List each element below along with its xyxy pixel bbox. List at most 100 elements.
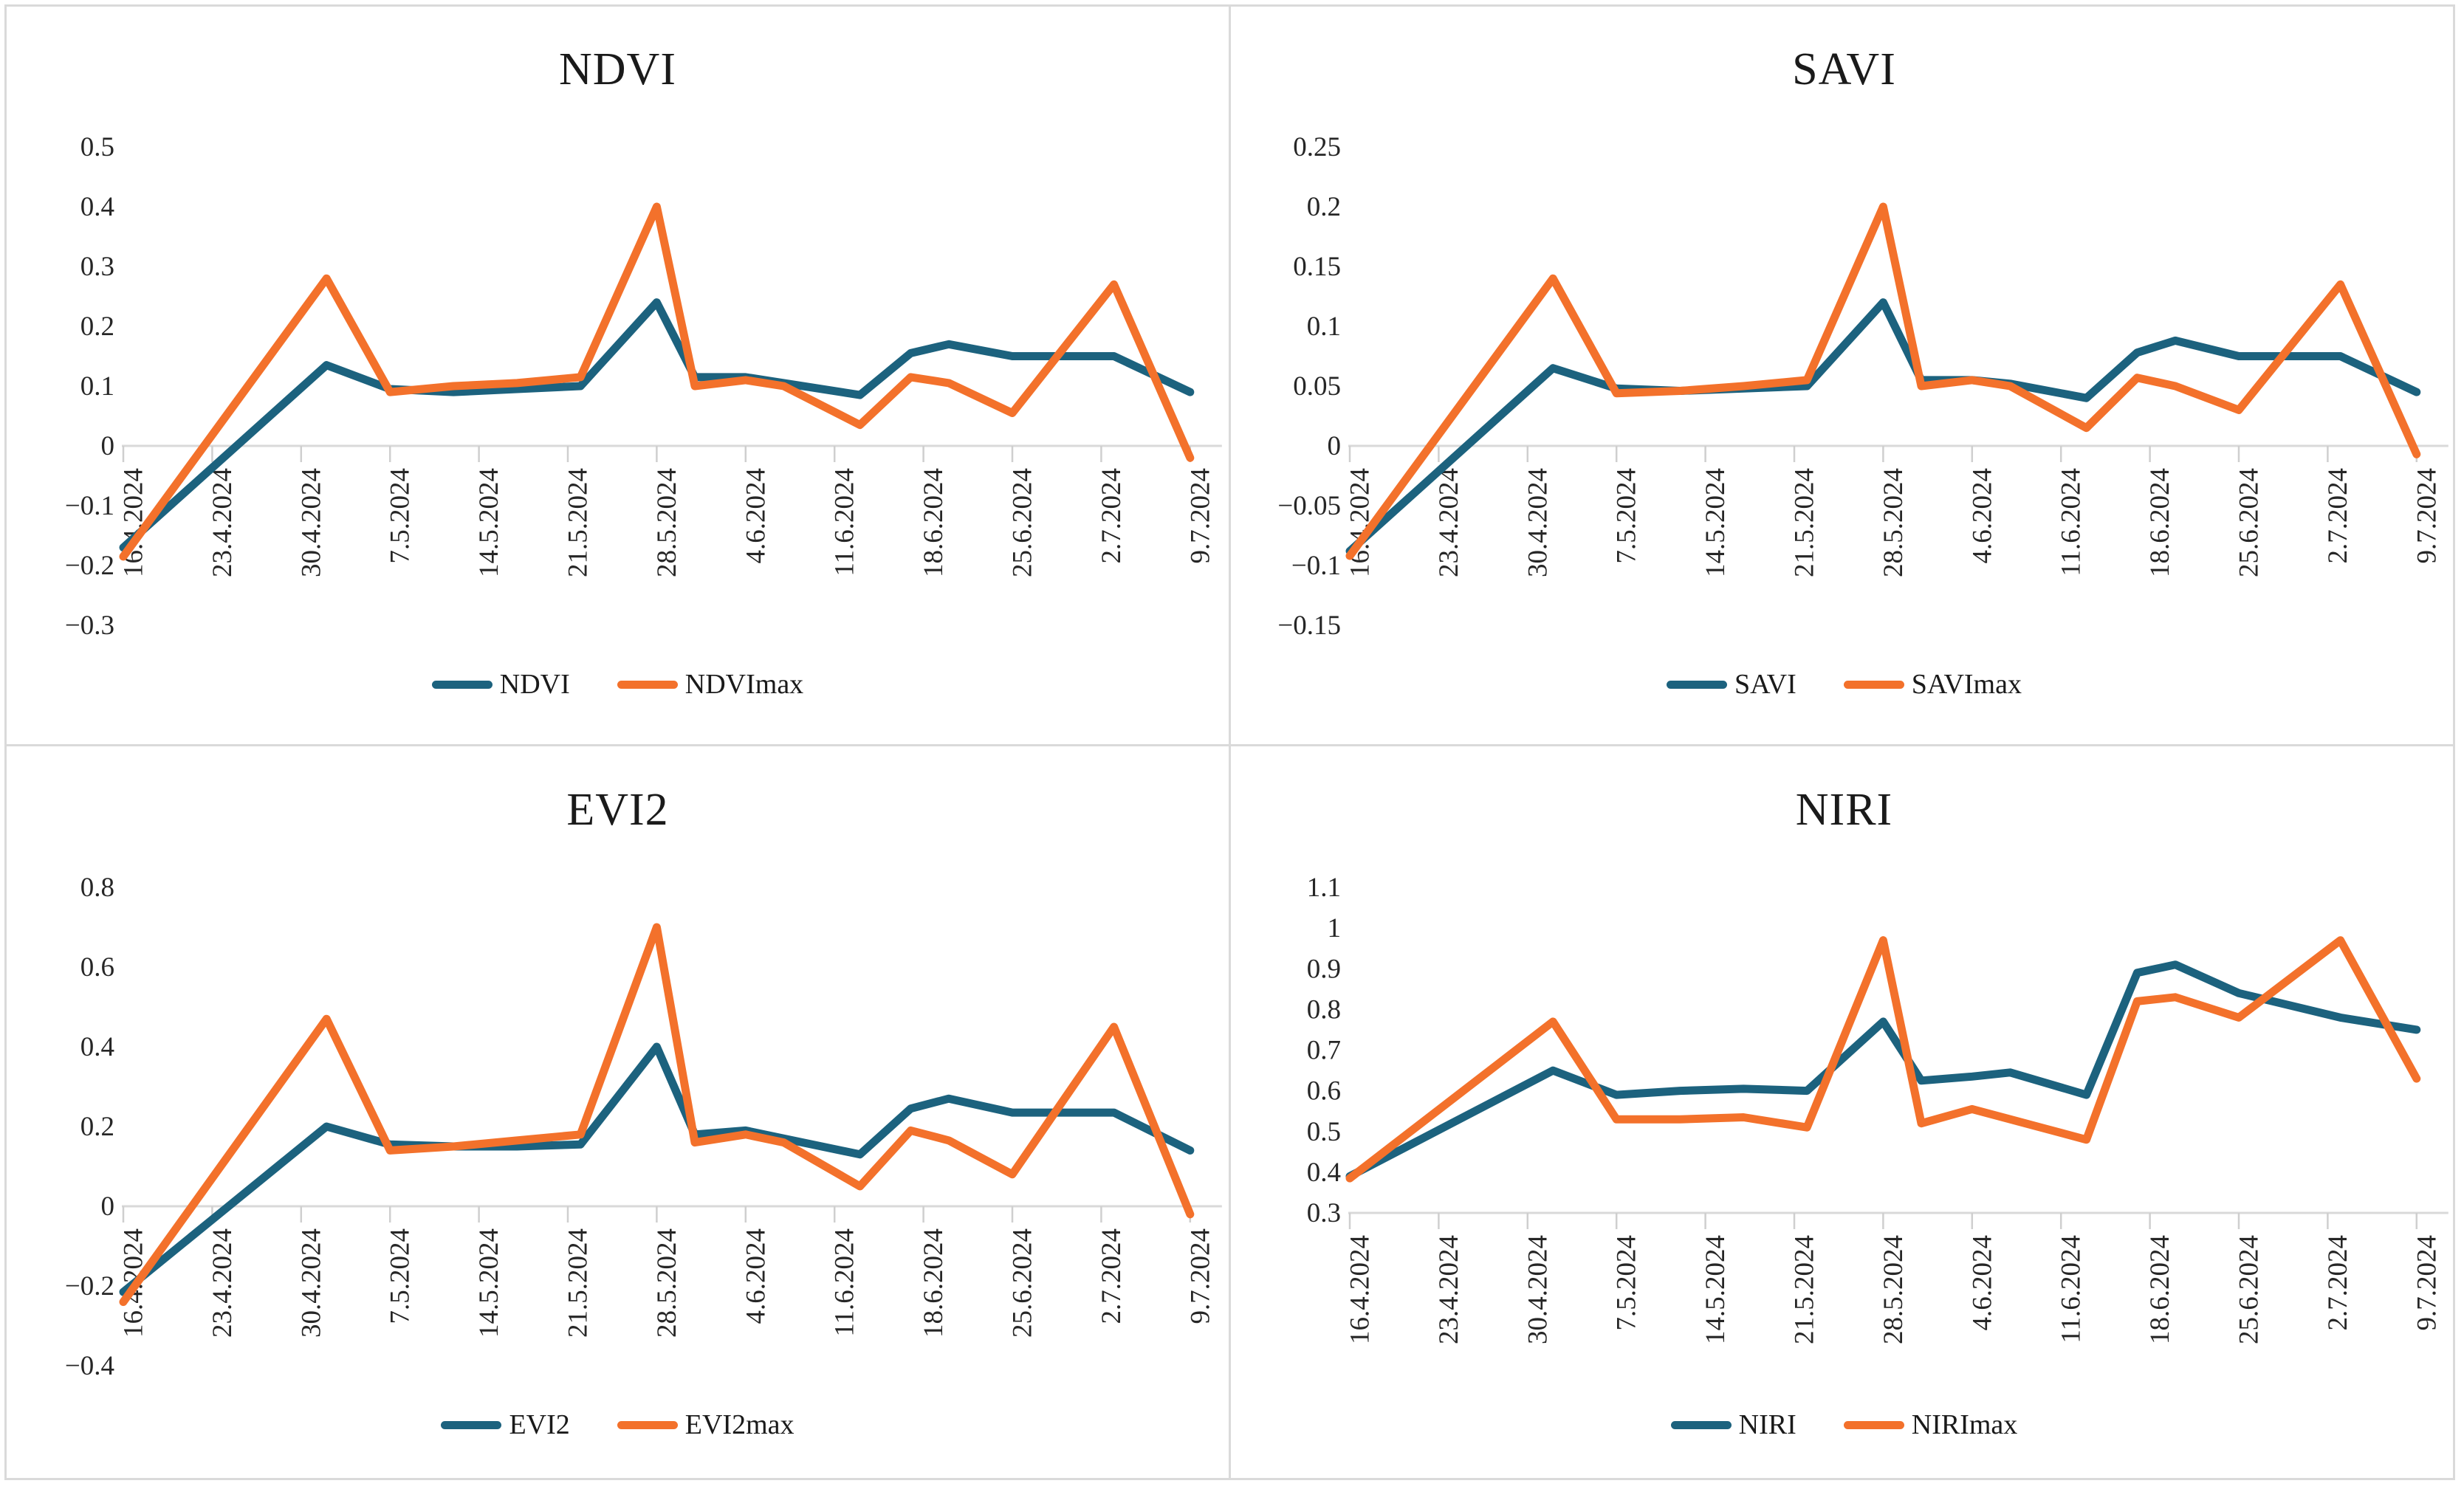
x-axis-tick-label: 7.5.2024 bbox=[1612, 468, 1642, 564]
legend-entry: SAVImax bbox=[1843, 668, 2022, 701]
x-axis-tick-label: 4.6.2024 bbox=[741, 468, 771, 564]
series-line-nirimax bbox=[1345, 936, 2421, 1183]
y-axis-tick-label: −0.2 bbox=[65, 551, 114, 581]
legend-line-swatch bbox=[1843, 680, 1904, 689]
y-axis-tick-label: 0 bbox=[1328, 431, 1342, 461]
chart-title-evi2: EVI2 bbox=[566, 785, 669, 835]
y-axis-tick-label: 0.8 bbox=[1307, 994, 1341, 1025]
y-axis-tick-label: 0.2 bbox=[80, 1112, 114, 1142]
legend-line-swatch bbox=[441, 1420, 502, 1429]
x-axis-tick-label: 25.6.2024 bbox=[1008, 1228, 1038, 1338]
x-axis-tick-label: 25.6.2024 bbox=[2234, 468, 2265, 577]
x-axis-tick-label: 18.6.2024 bbox=[919, 468, 949, 577]
panel-divider-vertical bbox=[1229, 4, 1231, 1480]
y-axis-tick-label: 0.2 bbox=[1307, 192, 1341, 222]
legend-line-swatch bbox=[1843, 1420, 1904, 1429]
y-axis-tick-label: 0 bbox=[101, 1191, 115, 1222]
y-axis-tick-label: −0.1 bbox=[65, 491, 114, 521]
x-axis-tick-label: 23.4.2024 bbox=[207, 1228, 238, 1338]
chart-title-savi: SAVI bbox=[1792, 44, 1896, 94]
x-axis-tick-label: 28.5.2024 bbox=[652, 1228, 682, 1338]
x-axis-tick-label: 23.4.2024 bbox=[207, 468, 238, 577]
legend-entry: NDVI bbox=[431, 668, 570, 701]
niri-chart-panel: 1.1 1 0.9 0.8 0.7 0.6 0.5 0.4 0.3 16.4.2024 23.4.2… bbox=[1233, 747, 2455, 1482]
x-axis-tick-label: 14.5.2024 bbox=[474, 468, 504, 577]
legend-label: SAVImax bbox=[1911, 669, 2022, 700]
y-axis-tick-label: 0.4 bbox=[80, 192, 114, 222]
y-axis-tick-label: 0 bbox=[101, 431, 115, 461]
chart-title-niri: NIRI bbox=[1795, 785, 1893, 835]
x-axis-tick-label: 28.5.2024 bbox=[1878, 1235, 1909, 1344]
x-axis-tick-label: 11.6.2024 bbox=[830, 468, 860, 577]
y-axis-tick-label: 0.5 bbox=[80, 132, 114, 162]
x-axis-tick-label: 21.5.2024 bbox=[1790, 1235, 1820, 1344]
x-axis-tick-label: 2.7.2024 bbox=[1097, 468, 1127, 564]
legend-label: NIRI bbox=[1738, 1409, 1796, 1440]
x-axis-tick-label: 25.6.2024 bbox=[2234, 1235, 2265, 1344]
x-axis-tick-label: 2.7.2024 bbox=[1097, 1228, 1127, 1324]
y-axis-tick-label: 0.6 bbox=[1307, 1076, 1341, 1107]
legend-label: EVI2max bbox=[684, 1409, 795, 1440]
ndvi-plot: 0.50.40.30.20.10−0.1−0.2−0.316.4.2024 23.… bbox=[65, 132, 1222, 641]
series-line-savimax bbox=[1345, 202, 2421, 560]
x-axis-tick-label: 2.7.2024 bbox=[2323, 1235, 2353, 1331]
y-axis-tick-label: 0.7 bbox=[1307, 1036, 1341, 1066]
ndvi-legend: NDVI NDVImax bbox=[7, 668, 1229, 701]
evi2-chart-panel: 0.8 0.6 0.4 0.2 0 −0.2 −0.4 16.4.2024 23.4.2024 3… bbox=[7, 747, 1229, 1482]
legend-label: SAVI bbox=[1734, 669, 1796, 700]
x-axis-tick-label: 16.4.2024 bbox=[1345, 1235, 1376, 1344]
y-axis-tick-label: 0.1 bbox=[80, 371, 114, 402]
chart-title-ndvi: NDVI bbox=[559, 44, 676, 94]
legend-entry: EVI2max bbox=[617, 1409, 795, 1441]
legend-label: NDVI bbox=[499, 669, 570, 700]
ndvi-chart-panel: 0.5 0.4 0.3 0.2 0.1 0 −0.1 −0.2 −0.3 16.4.2024 23.… bbox=[7, 7, 1229, 741]
y-axis-tick-label: −0.3 bbox=[65, 611, 114, 641]
legend-line-swatch bbox=[1670, 1420, 1732, 1429]
legend-line-swatch bbox=[617, 680, 678, 689]
x-axis-tick-label: 11.6.2024 bbox=[830, 1228, 860, 1337]
x-axis-tick-label: 23.4.2024 bbox=[1434, 1235, 1464, 1344]
x-axis-tick-label: 14.5.2024 bbox=[1701, 468, 1731, 577]
x-axis-tick-label: 7.5.2024 bbox=[385, 468, 416, 564]
panel-divider-horizontal bbox=[4, 744, 2455, 746]
x-axis-tick-label: 11.6.2024 bbox=[2056, 1235, 2087, 1344]
y-axis-tick-label: 0.15 bbox=[1293, 252, 1341, 282]
legend-line-swatch bbox=[617, 1420, 678, 1429]
series-line-ndvimax bbox=[119, 202, 1195, 561]
series-line-evi2max bbox=[119, 923, 1195, 1307]
legend-entry: NIRImax bbox=[1843, 1409, 2017, 1441]
savi-plot: 0.250.20.150.10.050−0.05−0.1−0.1516.4.20… bbox=[1277, 132, 2448, 641]
niri-legend: NIRI NIRImax bbox=[1233, 1409, 2455, 1441]
y-axis-tick-label: 0.3 bbox=[1307, 1198, 1341, 1228]
legend-entry: EVI2 bbox=[441, 1409, 570, 1441]
legend-entry: NIRI bbox=[1670, 1409, 1796, 1441]
x-axis-tick-label: 4.6.2024 bbox=[741, 1228, 771, 1324]
x-axis-tick-label: 30.4.2024 bbox=[296, 1228, 326, 1338]
x-axis-tick-label: 9.7.2024 bbox=[1185, 468, 1215, 564]
y-axis-tick-label: −0.15 bbox=[1277, 611, 1341, 641]
y-axis-tick-label: −0.4 bbox=[65, 1351, 114, 1381]
x-axis-tick-label: 4.6.2024 bbox=[1967, 468, 1997, 564]
x-axis-tick-label: 11.6.2024 bbox=[2056, 468, 2087, 577]
savi-chart-panel: 0.25 0.2 0.15 0.1 0.05 0 −0.05 −0.1 −0.15 16.4.20… bbox=[1233, 7, 2455, 741]
y-axis-tick-label: 1.1 bbox=[1307, 873, 1341, 903]
niri-plot: 1.1 1 0.9 0.8 0.7 0.6 0.5 0.4 0.316.4.2024 23.4.2… bbox=[1307, 873, 2448, 1344]
y-axis-tick-label: 0.5 bbox=[1307, 1117, 1341, 1147]
x-axis-tick-label: 25.6.2024 bbox=[1008, 468, 1038, 577]
legend-line-swatch bbox=[1667, 680, 1727, 689]
evi2-plot: 0.80.60.40.20−0.2−0.416.4.2024 23.4.2024 3… bbox=[65, 873, 1222, 1381]
y-axis-tick-label: −0.1 bbox=[1291, 551, 1341, 581]
y-axis-tick-label: 0.6 bbox=[80, 952, 114, 983]
y-axis-tick-label: 0.4 bbox=[1307, 1158, 1341, 1188]
legend-label: NDVImax bbox=[684, 669, 804, 700]
x-axis-tick-label: 9.7.2024 bbox=[2412, 468, 2442, 564]
y-axis-tick-label: 0.9 bbox=[1307, 954, 1341, 984]
x-axis-tick-label: 7.5.2024 bbox=[1612, 1235, 1642, 1331]
x-axis-tick-label: 28.5.2024 bbox=[652, 468, 682, 577]
savi-legend: SAVI SAVImax bbox=[1233, 668, 2455, 701]
x-axis-tick-label: 18.6.2024 bbox=[919, 1228, 949, 1338]
x-axis-tick-label: 9.7.2024 bbox=[1185, 1228, 1215, 1324]
y-axis-tick-label: 0.2 bbox=[80, 312, 114, 342]
x-axis-tick-label: 18.6.2024 bbox=[2145, 1235, 2175, 1344]
